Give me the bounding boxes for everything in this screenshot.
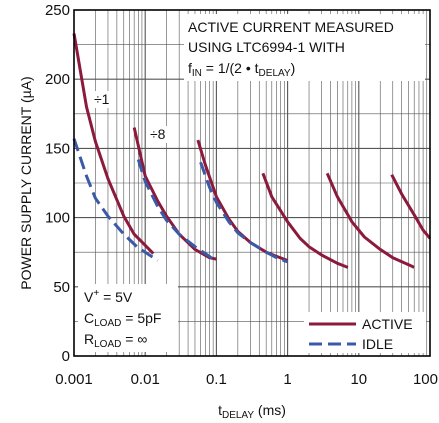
legend-label-active: ACTIVE	[362, 316, 413, 332]
y-tick-labels: 0 50 100 150 200 250	[45, 2, 70, 365]
active-curve-2	[132, 127, 217, 261]
legend-label-idle: IDLE	[362, 336, 393, 352]
y-tick-label: 150	[45, 140, 70, 157]
div8-label-bg	[148, 126, 173, 143]
y-tick-label: 0	[62, 348, 70, 365]
y-tick-label: 200	[45, 71, 70, 88]
condition-rload: RLOAD = ∞	[84, 331, 147, 350]
x-tick-labels: 0.001 0.01 0.1 1 10 100	[55, 371, 438, 388]
active-curve-4	[261, 172, 349, 269]
legend-bg	[304, 312, 426, 353]
y-tick-label: 50	[53, 279, 70, 296]
idle-curve-2	[136, 159, 218, 264]
x-axis-label: tDELAY (ms)	[218, 402, 286, 421]
series-curves	[72, 33, 432, 269]
x-tick-label: 10	[350, 371, 367, 388]
div8-label: ÷8	[150, 126, 166, 142]
x-tick-label: 0.1	[206, 371, 227, 388]
annotation-line-1: ACTIVE CURRENT MEASURED	[188, 19, 394, 35]
annotation-formula: fIN = 1/(2 • tDELAY)	[188, 60, 295, 79]
y-axis-label: POWER SUPPLY CURRENT (µA)	[18, 76, 34, 289]
plot-frame	[73, 9, 431, 357]
div1-label: ÷1	[94, 91, 110, 107]
active-curve-6	[390, 174, 432, 240]
x-tick-label: 0.01	[131, 371, 160, 388]
y-tick-label: 100	[45, 210, 70, 227]
idle-curve-3	[199, 161, 289, 264]
active-curve-1	[72, 33, 155, 255]
annotation-line-2: USING LTC6994-1 WITH	[188, 39, 345, 55]
x-tick-label: 1	[283, 371, 291, 388]
condition-vplus: V+ = 5V	[84, 288, 133, 305]
conditions-box-bg	[78, 284, 178, 352]
active-curve-5	[325, 172, 415, 269]
annotation-box-bg	[184, 14, 425, 81]
condition-cload: CLOAD = 5pF	[84, 310, 161, 329]
y-tick-label: 250	[45, 2, 70, 19]
x-tick-label: 0.001	[55, 371, 93, 388]
div1-label-bg	[91, 91, 113, 108]
idle-curve-1	[72, 138, 159, 262]
x-tick-label: 100	[413, 371, 438, 388]
